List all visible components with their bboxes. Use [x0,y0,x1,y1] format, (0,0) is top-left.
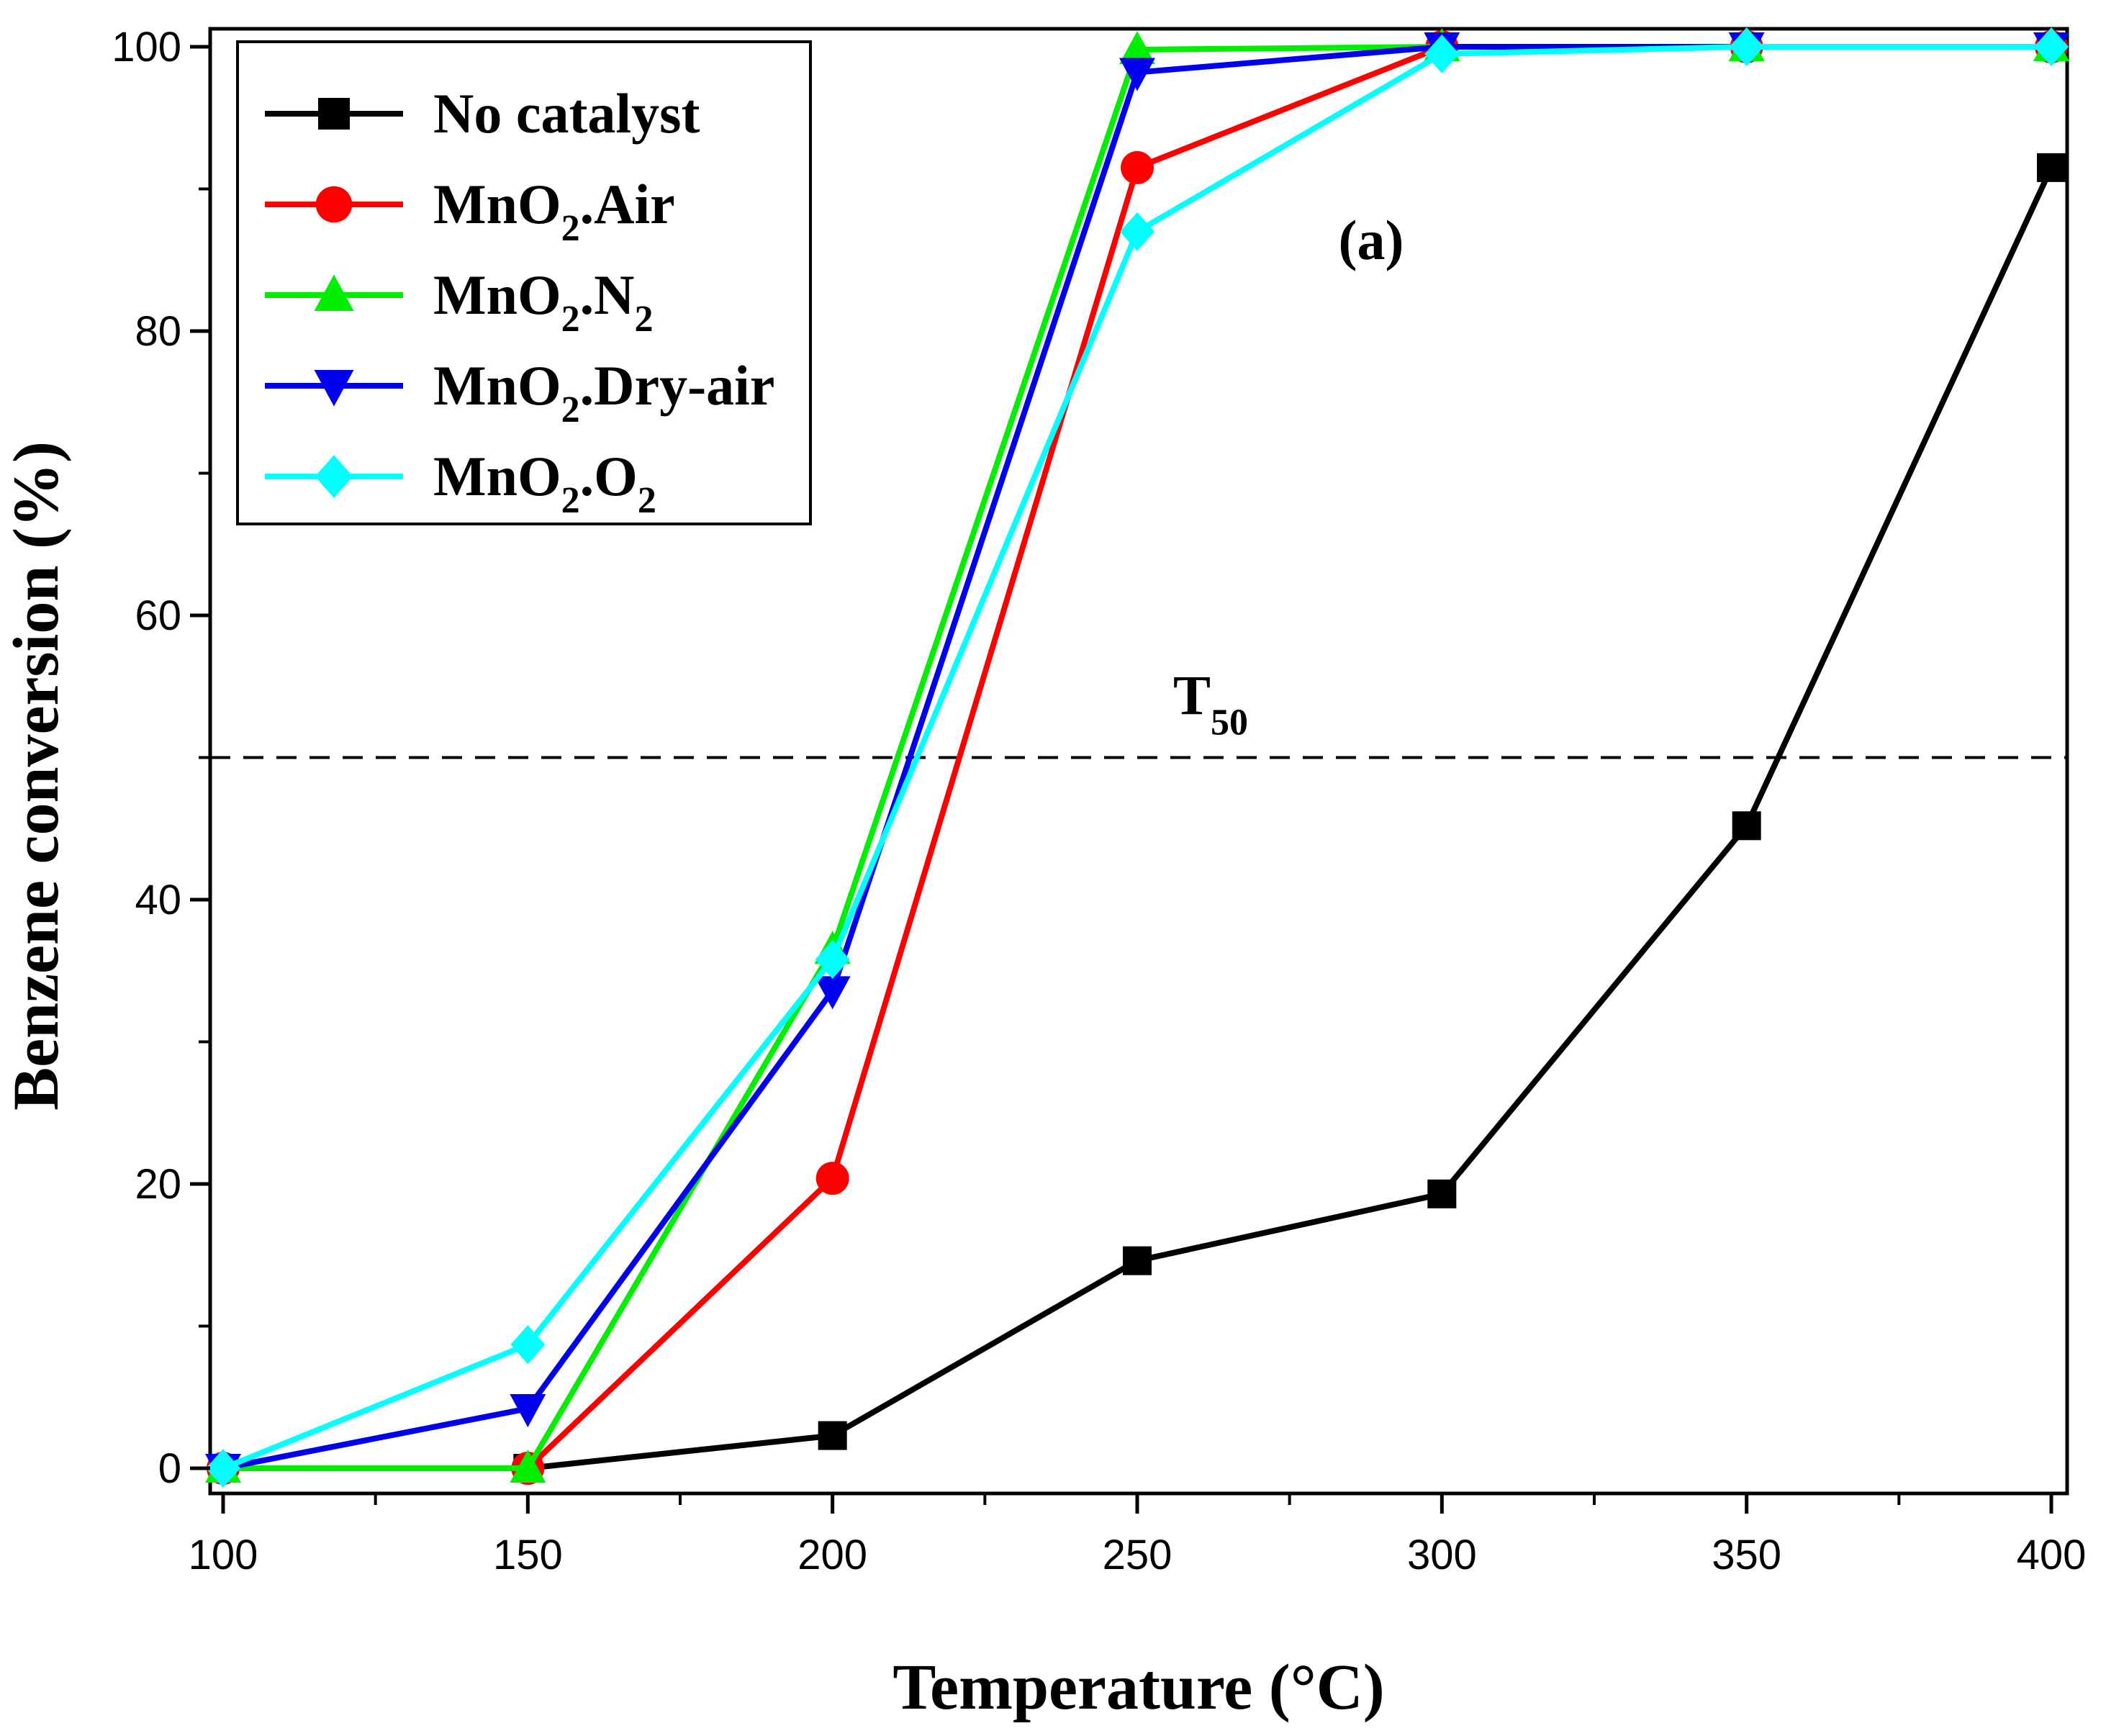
t50-label: T50 [1173,664,1248,743]
legend-item: MnO2.N2 [265,263,654,340]
legend-label-base: MnO [433,445,561,507]
legend-item: No catalyst [265,82,700,145]
t50-reference: T50 [210,664,2067,759]
legend-label-subscript: 2 [561,299,580,340]
data-point-diamond [206,1449,240,1488]
legend-label-base: No catalyst [433,82,700,145]
data-point-circle [1121,150,1154,184]
y-tick-label: 60 [135,592,181,639]
legend-label-subscript: 2 [561,480,580,521]
data-point-square [1732,811,1761,841]
data-point-diamond [510,1325,546,1365]
data-point-triangle-up [1119,30,1155,64]
legend-label-subscript: 2 [638,480,656,521]
data-point-circle [815,1162,849,1195]
data-point-square [1427,1179,1457,1208]
data-point-triangle-up [314,274,354,311]
legend-label-tail: .O [580,445,638,507]
legend-label-tail: .Dry-air [580,354,775,417]
x-axis-title: Temperature (°C) [892,1652,1384,1723]
data-point-diamond [315,455,353,498]
data-point-triangle-down [314,370,354,407]
y-tick-label: 20 [135,1161,181,1208]
data-point-triangle-down [1119,58,1155,91]
t50-subscript: 50 [1211,702,1248,743]
legend-label-subscript: 2 [561,208,580,249]
legend-label-base: MnO [433,263,561,326]
x-tick-label: 200 [797,1532,867,1578]
data-point-square [1123,1246,1152,1275]
x-tick-label: 250 [1103,1532,1172,1578]
legend-item: MnO2.Air [265,173,675,249]
data-point-square [2037,153,2066,182]
data-point-diamond [1729,27,1764,66]
panel-label: (a) [1339,209,1404,271]
x-tick-label: 100 [189,1532,258,1578]
data-point-square [318,98,350,130]
x-tick-label: 150 [493,1532,563,1578]
data-point-circle [315,186,353,223]
legend-label: MnO2.N2 [433,263,654,340]
legend-label-base: MnO [433,354,561,417]
legend-label-tail: .Air [580,173,675,235]
y-tick-label: 80 [135,308,181,355]
x-tick-label: 350 [1712,1532,1781,1578]
data-point-square [818,1421,847,1450]
data-point-diamond [1120,212,1154,251]
data-point-diamond [815,939,850,979]
legend-label: MnO2.Air [433,173,675,249]
legend-label: MnO2.O2 [433,445,656,521]
series-layer [205,27,2069,1488]
x-tick-label: 300 [1407,1532,1477,1578]
data-point-diamond [2034,27,2069,66]
legend-label-tail: .N [580,263,635,326]
series-mno2-o2 [206,27,2069,1488]
y-tick-label: 100 [112,24,181,71]
legend-item: MnO2.Dry-air [265,354,774,430]
legend-label-subscript: 2 [561,389,580,430]
y-tick-label: 40 [135,877,181,923]
data-point-triangle-down [510,1394,546,1428]
data-point-diamond [1424,34,1460,73]
y-axis-title: Benzene conversion (%) [1,441,72,1111]
x-tick-label: 400 [2017,1532,2087,1578]
data-point-triangle-up [510,1450,546,1483]
legend-label-subscript: 2 [635,299,654,340]
legend-label: No catalyst [433,82,700,145]
data-point-triangle-down [814,976,851,1010]
legend-label-base: MnO [433,173,561,235]
legend-item: MnO2.O2 [265,445,656,521]
legend-label: MnO2.Dry-air [433,354,774,430]
legend: No catalystMnO2.AirMnO2.N2MnO2.Dry-airMn… [236,40,812,525]
y-tick-label: 0 [158,1445,181,1492]
